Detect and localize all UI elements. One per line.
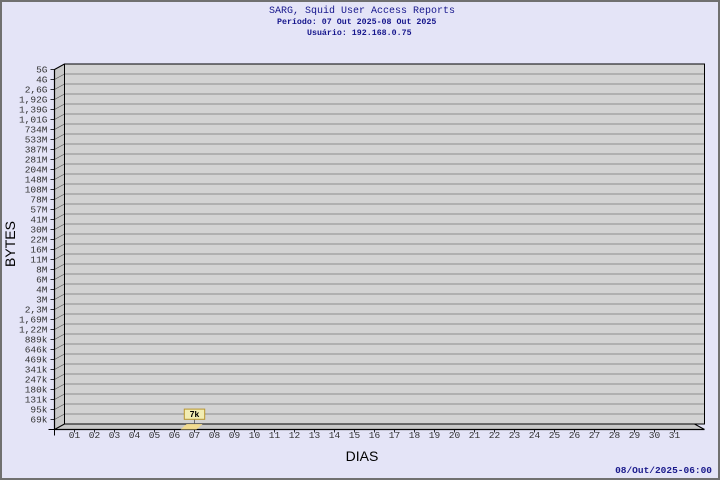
svg-text:23: 23 [509,430,521,441]
svg-text:21: 21 [469,430,481,441]
svg-text:09: 09 [229,430,241,441]
svg-text:24: 24 [529,430,541,441]
svg-text:DIAS: DIAS [346,448,379,464]
svg-text:25: 25 [549,430,561,441]
svg-text:30: 30 [649,430,661,441]
svg-text:22: 22 [489,430,501,441]
svg-text:31: 31 [669,430,681,441]
svg-text:BYTES: BYTES [4,221,18,267]
svg-text:10: 10 [249,430,261,441]
svg-text:01: 01 [69,430,81,441]
svg-text:03: 03 [109,430,121,441]
svg-text:05: 05 [149,430,161,441]
svg-text:27: 27 [589,430,600,441]
svg-text:19: 19 [429,430,441,441]
svg-text:12: 12 [289,430,301,441]
svg-text:7k: 7k [190,409,200,419]
svg-text:11: 11 [269,430,281,441]
svg-text:69k: 69k [30,415,47,426]
svg-text:04: 04 [129,430,141,441]
svg-text:13: 13 [309,430,321,441]
svg-text:17: 17 [389,430,400,441]
svg-text:02: 02 [89,430,101,441]
svg-text:08/Out/2025-06:00: 08/Out/2025-06:00 [615,465,712,476]
svg-text:07: 07 [189,430,200,441]
svg-text:15: 15 [349,430,361,441]
svg-text:16: 16 [369,430,381,441]
svg-text:28: 28 [609,430,621,441]
svg-text:29: 29 [629,430,641,441]
svg-text:20: 20 [449,430,461,441]
svg-text:08: 08 [209,430,221,441]
svg-text:26: 26 [569,430,581,441]
svg-text:18: 18 [409,430,421,441]
svg-text:06: 06 [169,430,181,441]
svg-text:14: 14 [329,430,341,441]
